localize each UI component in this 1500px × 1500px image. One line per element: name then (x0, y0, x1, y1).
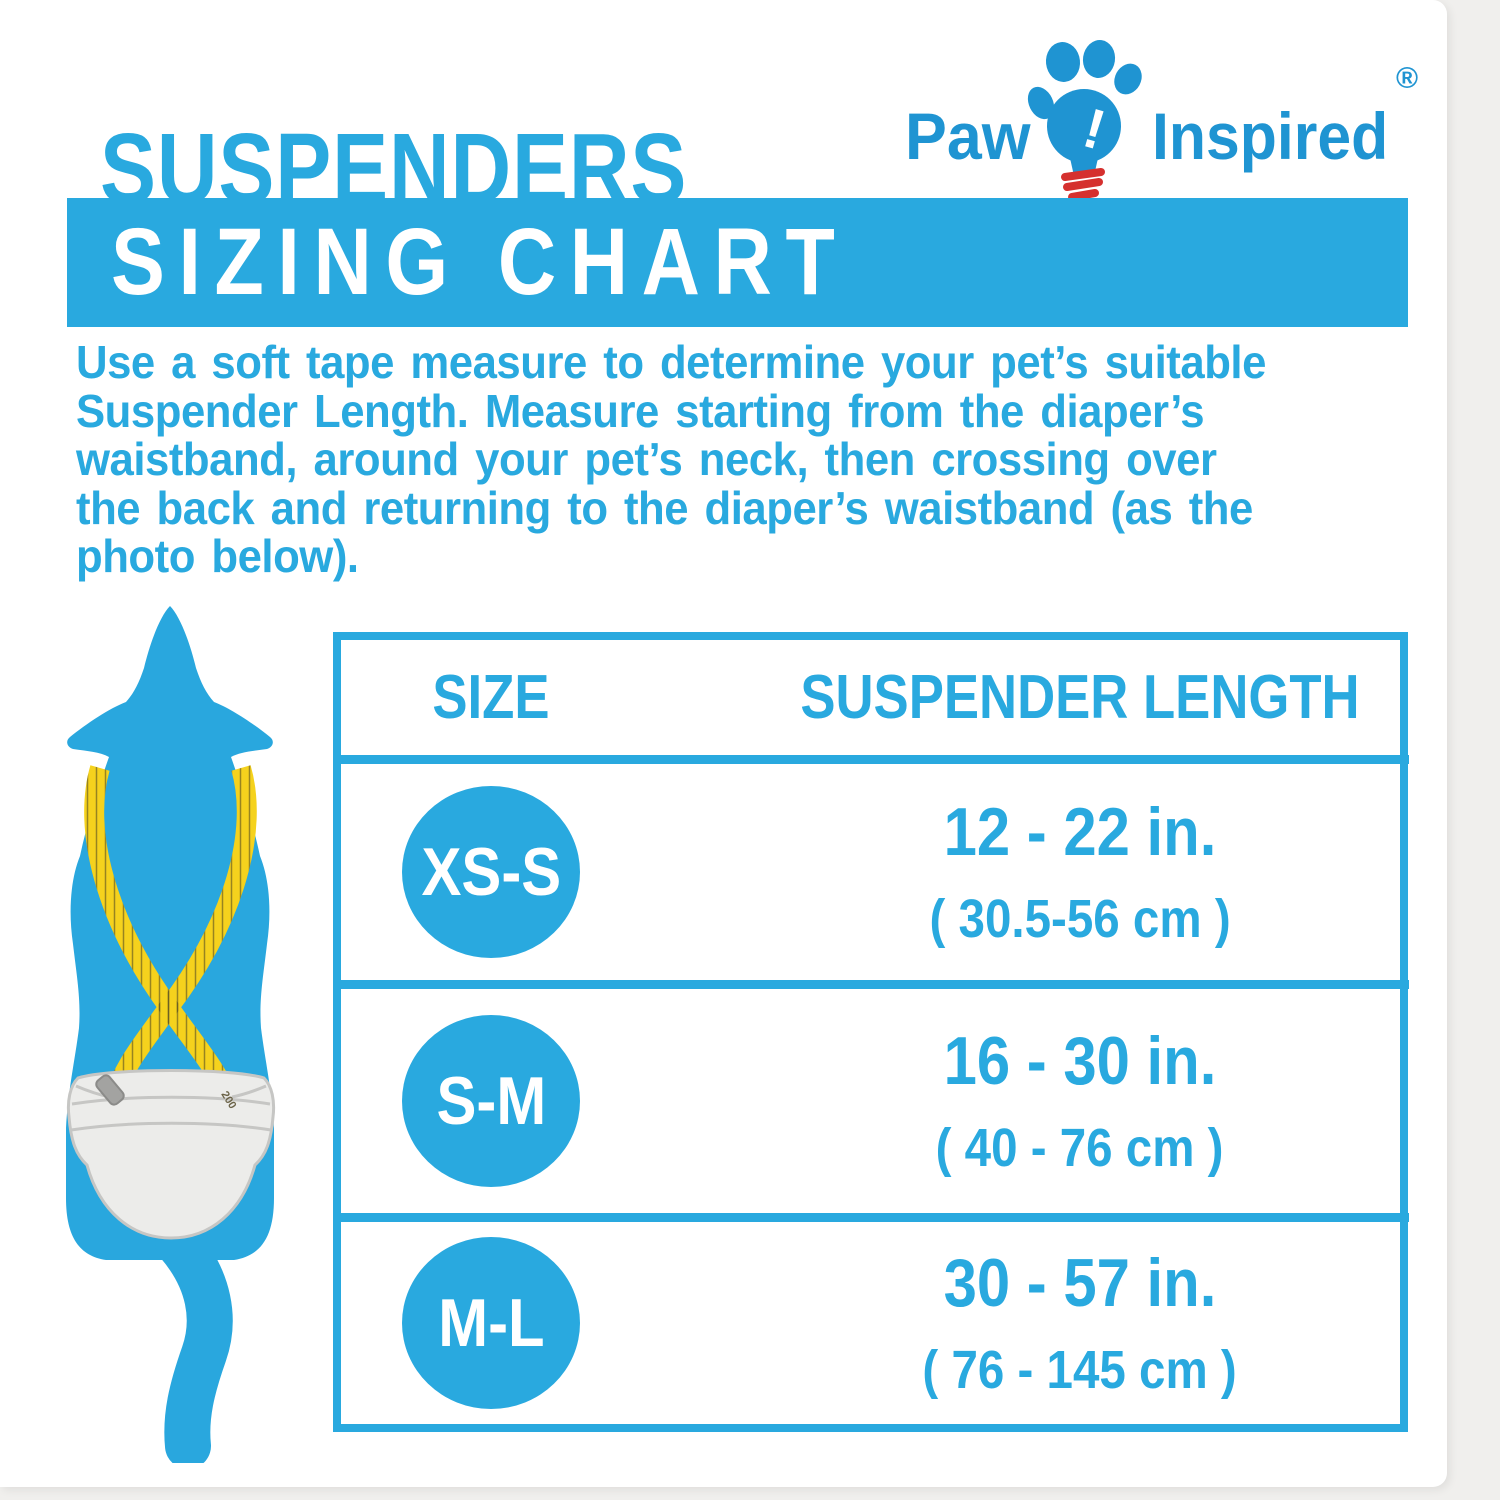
table-header-row: SIZE SUSPENDER LENGTH (341, 640, 1409, 755)
instruction-line: Suspender Length. Measure starting from … (76, 384, 1205, 437)
sizing-table: SIZE SUSPENDER LENGTH XS-S 12 - 22 in. (… (333, 632, 1409, 1432)
column-header-size: SIZE (432, 663, 550, 732)
diaper (66, 1069, 276, 1240)
length-inches: 12 - 22 in. (943, 794, 1217, 870)
paw-lightbulb-icon: ! (1027, 40, 1142, 206)
size-badge: M-L (402, 1237, 580, 1409)
banner-title: SIZING CHART (111, 209, 849, 315)
dog-measuring-illustration: 200 (66, 606, 276, 1463)
column-header-length: SUSPENDER LENGTH (800, 663, 1360, 732)
registered-trademark-symbol: ® (1396, 62, 1419, 95)
table-row: XS-S 12 - 22 in. ( 30.5-56 cm ) (341, 755, 1409, 980)
length-inches: 30 - 57 in. (943, 1245, 1217, 1321)
instruction-line: waistband, around your pet’s neck, then … (76, 433, 1217, 485)
length-cm: ( 30.5-56 cm ) (929, 889, 1231, 949)
sizing-chart-banner: SIZING CHART (67, 198, 1408, 327)
instruction-line: the back and returning to the diaper’s w… (76, 481, 1253, 534)
brand-logo: Paw ! Inspired ® (0, 0, 1447, 210)
table-row: M-L 30 - 57 in. ( 76 - 145 cm ) (341, 1213, 1409, 1424)
measuring-instructions: Use a soft tape measure to determine you… (76, 338, 1266, 581)
instruction-line: Use a soft tape measure to determine you… (76, 336, 1266, 388)
instruction-line: photo below). (76, 530, 359, 582)
size-badge: XS-S (402, 786, 580, 958)
length-cm: ( 40 - 76 cm ) (936, 1118, 1224, 1178)
length-cm: ( 76 - 145 cm ) (922, 1340, 1238, 1400)
table-row: S-M 16 - 30 in. ( 40 - 76 cm ) (341, 980, 1409, 1213)
dog-tail (155, 1220, 233, 1463)
diaper-seam (71, 1095, 271, 1106)
diaper-seam (70, 1121, 272, 1132)
diaper-tab (231, 1084, 267, 1099)
content-card: SUSPENDERS Paw ! Inspired ® SIZING CH (0, 0, 1447, 1487)
logo-word-inspired: Inspired (1152, 99, 1389, 173)
size-badge: S-M (402, 1015, 580, 1187)
logo-word-paw: Paw (905, 99, 1031, 173)
length-inches: 16 - 30 in. (943, 1023, 1217, 1099)
tape-metal-tip (95, 1074, 125, 1106)
